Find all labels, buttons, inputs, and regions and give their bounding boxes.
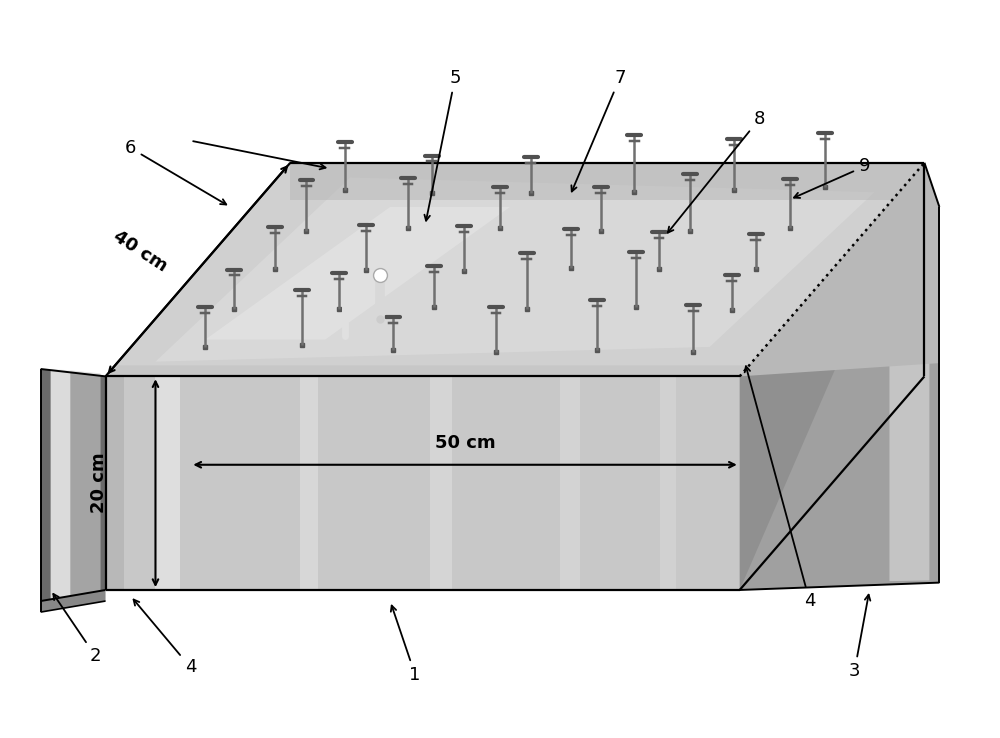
Text: 50 cm: 50 cm xyxy=(435,434,495,452)
Polygon shape xyxy=(134,163,290,590)
Polygon shape xyxy=(106,376,740,590)
Polygon shape xyxy=(155,376,180,590)
Polygon shape xyxy=(660,376,676,590)
Polygon shape xyxy=(300,376,318,590)
Polygon shape xyxy=(106,163,924,376)
Text: 2: 2 xyxy=(53,594,101,665)
Polygon shape xyxy=(41,590,106,612)
Polygon shape xyxy=(740,163,939,376)
Text: 4: 4 xyxy=(745,366,815,610)
Text: 6: 6 xyxy=(125,139,226,204)
Text: 4: 4 xyxy=(134,599,196,676)
Polygon shape xyxy=(884,163,909,376)
Polygon shape xyxy=(430,376,452,590)
Polygon shape xyxy=(889,208,929,581)
Text: 3: 3 xyxy=(849,595,870,680)
Text: 40 cm: 40 cm xyxy=(110,227,171,275)
Polygon shape xyxy=(116,376,134,590)
Text: 1: 1 xyxy=(391,606,421,683)
Polygon shape xyxy=(560,376,580,590)
Polygon shape xyxy=(41,369,106,601)
Polygon shape xyxy=(155,177,874,362)
Text: 5: 5 xyxy=(424,69,461,221)
Text: 9: 9 xyxy=(794,157,870,198)
Text: 8: 8 xyxy=(668,109,765,232)
Polygon shape xyxy=(205,207,510,339)
Polygon shape xyxy=(290,163,924,199)
Text: 20 cm: 20 cm xyxy=(90,453,108,514)
Polygon shape xyxy=(740,163,924,590)
Polygon shape xyxy=(106,376,124,590)
Polygon shape xyxy=(106,365,750,376)
Text: 7: 7 xyxy=(571,69,626,191)
Polygon shape xyxy=(106,163,290,590)
Polygon shape xyxy=(71,370,101,597)
Polygon shape xyxy=(740,163,939,590)
Polygon shape xyxy=(51,369,71,599)
